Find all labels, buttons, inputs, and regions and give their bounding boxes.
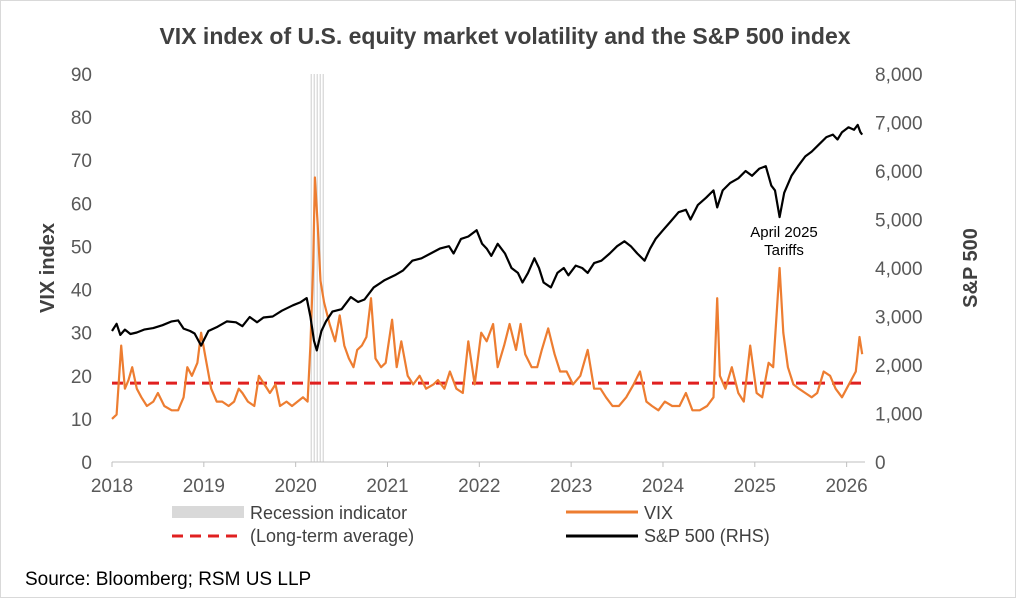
y-left-tick-label: 0 [81,453,92,474]
sp500-series-line [111,123,864,352]
x-tick-label: 2021 [366,476,408,497]
x-tick-label: 2026 [825,476,867,497]
y-left-tick-label: 70 [71,151,92,172]
y-right-tick-label: 2,000 [875,356,923,377]
legend-label-recession: Recession indicator [250,503,407,523]
y-right-tick-label: 7,000 [875,114,923,135]
y-right-tick-label: 5,000 [875,211,923,232]
y-left-tick-label: 30 [71,324,92,345]
y-axis-left-ticks: 0 10 20 30 40 50 60 70 80 90 [71,65,92,474]
x-tick-label: 2024 [642,476,685,497]
annotation-line-2: Tariffs [764,242,804,259]
vix-series-line [111,176,864,420]
x-axis-ticks: 2018 2019 2020 2021 2022 2023 2024 2025 2026 [91,462,868,497]
legend-label-sp500: S&P 500 (RHS) [644,526,770,546]
y-right-tick-label: 4,000 [875,259,923,280]
y-right-tick-label: 1,000 [875,405,923,426]
y-right-tick-label: 3,000 [875,308,923,329]
legend: Recession indicator (Long-term average) … [172,503,770,546]
y-axis-right-label: S&P 500 [960,228,982,308]
x-tick-label: 2023 [550,476,592,497]
x-tick-label: 2025 [734,476,776,497]
y-left-tick-label: 40 [71,281,92,302]
y-axis-right-ticks: 0 1,000 2,000 3,000 4,000 5,000 6,000 7,000 8,00… [875,65,923,474]
legend-label-vix: VIX [644,503,673,523]
y-right-tick-label: 0 [875,453,886,474]
annotation-line-1: April 2025 [750,224,818,241]
source-note: Source: Bloomberg; RSM US LLP [25,569,311,590]
y-right-tick-label: 6,000 [875,162,923,183]
y-left-tick-label: 10 [71,410,92,431]
x-tick-label: 2018 [91,476,133,497]
x-tick-label: 2022 [458,476,500,497]
legend-swatch-recession [172,506,244,518]
y-left-tick-label: 50 [71,237,92,258]
y-right-tick-label: 8,000 [875,65,923,86]
chart-title: VIX index of U.S. equity market volatili… [159,23,850,49]
y-left-tick-label: 80 [71,108,92,129]
recession-band [310,74,324,462]
y-left-tick-label: 90 [71,65,92,86]
y-left-tick-label: 60 [71,194,92,215]
legend-label-average: (Long-term average) [250,526,414,546]
y-left-tick-label: 20 [71,367,92,388]
x-tick-label: 2020 [275,476,317,497]
y-axis-left-label: VIX index [37,223,59,313]
x-tick-label: 2019 [183,476,225,497]
